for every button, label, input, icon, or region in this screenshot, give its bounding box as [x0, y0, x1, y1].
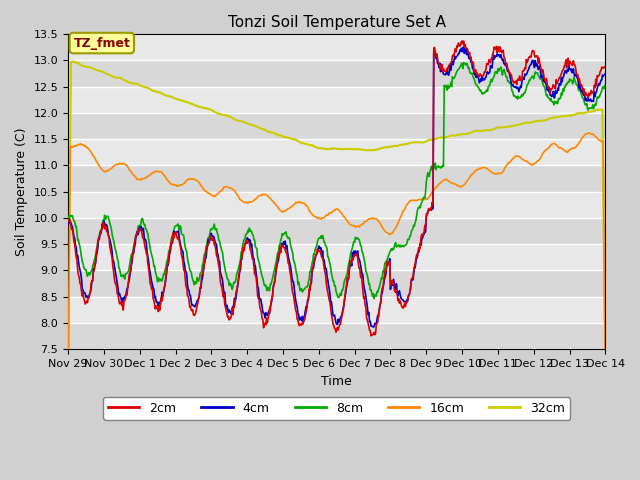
Bar — [68, 139, 605, 165]
Bar — [68, 192, 605, 218]
Bar — [68, 113, 605, 139]
Title: Tonzi Soil Temperature Set A: Tonzi Soil Temperature Set A — [228, 15, 445, 30]
Text: TZ_fmet: TZ_fmet — [74, 36, 131, 49]
Bar — [68, 86, 605, 113]
Bar — [68, 323, 605, 349]
Bar — [68, 270, 605, 297]
Bar — [68, 297, 605, 323]
Legend: 2cm, 4cm, 8cm, 16cm, 32cm: 2cm, 4cm, 8cm, 16cm, 32cm — [103, 396, 570, 420]
Bar — [68, 60, 605, 86]
Bar — [68, 244, 605, 270]
Bar — [68, 34, 605, 60]
Y-axis label: Soil Temperature (C): Soil Temperature (C) — [15, 127, 28, 256]
Bar — [68, 165, 605, 192]
Bar — [68, 218, 605, 244]
X-axis label: Time: Time — [321, 374, 352, 387]
